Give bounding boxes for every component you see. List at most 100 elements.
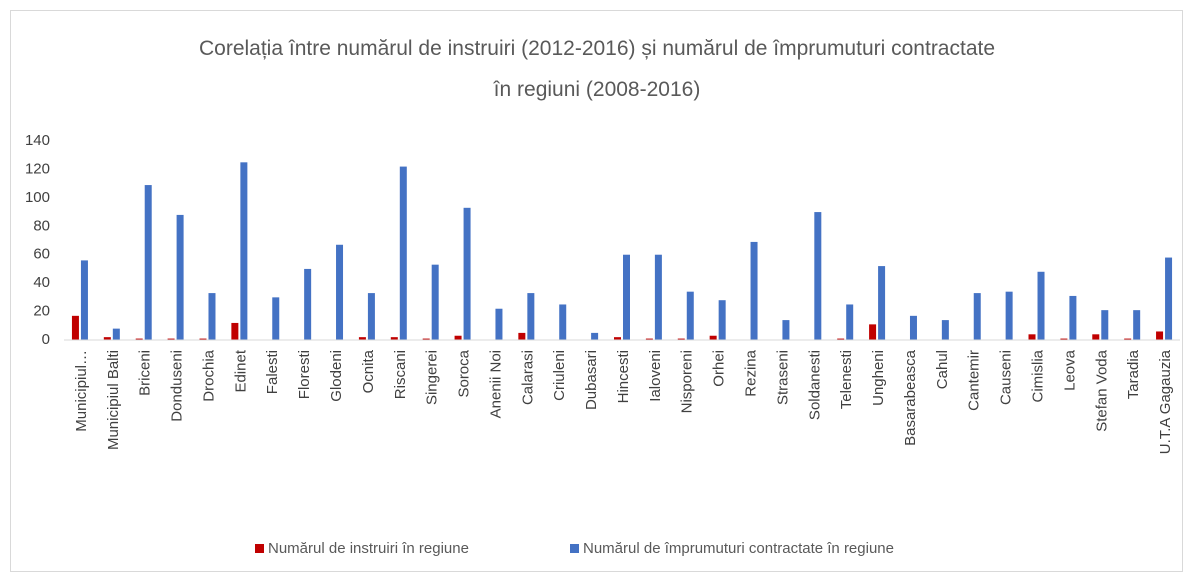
- bar: [1005, 291, 1013, 340]
- bar: [591, 332, 599, 340]
- x-tick-label: Municipiul Balti: [105, 350, 122, 450]
- bar: [614, 337, 621, 340]
- bar: [518, 332, 526, 340]
- bar: [71, 315, 79, 340]
- bar: [686, 291, 694, 340]
- x-tick-label: Nisporeni: [679, 350, 696, 413]
- x-tick-label: Edinet: [232, 349, 249, 392]
- bar: [878, 266, 886, 340]
- bar: [399, 166, 407, 340]
- bar: [422, 338, 430, 340]
- x-tick-label: Soldanesti: [806, 350, 823, 420]
- y-tick-label: 20: [33, 303, 50, 320]
- bar: [1101, 310, 1109, 340]
- y-tick-label: 0: [42, 331, 50, 348]
- x-tick-label: Straseni: [774, 350, 791, 405]
- x-tick-label: Drochia: [200, 349, 217, 401]
- y-tick-label: 60: [33, 246, 50, 263]
- x-tick-label: Causeni: [998, 350, 1015, 405]
- bar: [1028, 334, 1036, 340]
- x-tick-label: Municipiul…: [73, 350, 90, 432]
- x-tick-label: Rezina: [743, 349, 760, 396]
- x-tick-label: Basarabeasca: [902, 349, 919, 446]
- x-tick-label: Dubasari: [583, 350, 600, 410]
- bar: [336, 244, 344, 340]
- x-tick-label: Anenii Noi: [487, 350, 504, 418]
- bar: [654, 254, 662, 340]
- bar: [390, 337, 398, 340]
- bar: [304, 268, 312, 340]
- bar: [623, 254, 630, 340]
- chart-title: Corelația între numărul de instruiri (20…: [198, 37, 996, 101]
- bar: [782, 320, 790, 340]
- bar: [559, 304, 567, 340]
- x-tick-label: Ocnita: [360, 349, 377, 393]
- legend-label: Numărul de instruiri în regiune: [268, 540, 469, 557]
- bar: [1156, 331, 1164, 340]
- bar: [367, 293, 375, 340]
- x-tick-label: Cimislia: [1029, 349, 1046, 402]
- bar: [103, 337, 111, 340]
- x-tick-label: Criuleni: [551, 350, 568, 401]
- chart-border: [10, 10, 1183, 572]
- y-tick-label: 120: [25, 160, 50, 177]
- bar: [1069, 295, 1077, 340]
- legend-swatch: [570, 544, 579, 553]
- bar: [1124, 338, 1132, 340]
- bar: [709, 335, 717, 340]
- x-tick-label: Glodeni: [328, 350, 345, 402]
- x-tick-label: Calarasi: [519, 350, 536, 405]
- bar: [1092, 334, 1100, 340]
- y-tick-label: 80: [33, 217, 50, 234]
- bar: [1133, 310, 1141, 340]
- bar: [527, 293, 535, 340]
- x-tick-label: Singerei: [424, 350, 441, 405]
- bar: [837, 338, 845, 340]
- bar: [454, 335, 462, 340]
- bar: [1165, 257, 1173, 340]
- bar: [167, 338, 175, 340]
- x-tick-label: Hincesti: [615, 350, 632, 403]
- bar: [1060, 338, 1068, 340]
- y-tick-label: 140: [25, 132, 50, 149]
- bar: [231, 322, 239, 340]
- bar: [463, 207, 471, 340]
- y-tick-label: 100: [25, 189, 50, 206]
- x-tick-label: Briceni: [137, 350, 154, 396]
- legend-swatch: [255, 544, 264, 553]
- x-tick-label: Taradia: [1125, 349, 1142, 399]
- x-tick-label: U.T.A Gagauzia: [1157, 349, 1174, 454]
- bar: [240, 162, 248, 340]
- x-tick-label: Soroca: [456, 349, 473, 397]
- bar: [495, 308, 503, 340]
- bar: [869, 324, 877, 340]
- bar: [750, 241, 758, 340]
- x-tick-label: Falesti: [264, 350, 281, 394]
- bar: [718, 300, 726, 340]
- bar: [846, 304, 854, 340]
- bar: [135, 338, 143, 340]
- x-tick-label: Leova: [1061, 349, 1078, 391]
- bar: [645, 338, 653, 340]
- bar: [199, 338, 207, 340]
- bar: [176, 214, 184, 340]
- x-tick-label: Riscani: [392, 350, 409, 399]
- x-tick-label: Cahul: [934, 350, 951, 389]
- bar: [1037, 271, 1045, 340]
- bar: [909, 315, 917, 340]
- bar: [144, 185, 152, 340]
- bar: [358, 337, 366, 340]
- x-tick-label: Floresti: [296, 350, 313, 399]
- legend-label: Numărul de împrumuturi contractate în re…: [583, 540, 894, 557]
- bar: [272, 297, 280, 340]
- x-tick-label: Telenesti: [838, 350, 855, 409]
- bar: [677, 338, 685, 340]
- y-tick-label: 40: [33, 274, 50, 291]
- bar: [431, 264, 439, 340]
- bar: [112, 328, 120, 340]
- x-tick-label: Ialoveni: [647, 350, 664, 402]
- x-tick-label: Orhei: [711, 350, 728, 387]
- x-tick-label: Stefan Voda: [1093, 349, 1110, 431]
